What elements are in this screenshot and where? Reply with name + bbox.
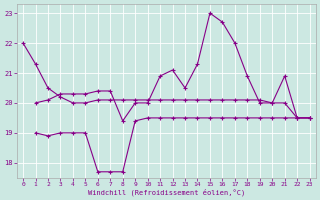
X-axis label: Windchill (Refroidissement éolien,°C): Windchill (Refroidissement éolien,°C): [88, 188, 245, 196]
